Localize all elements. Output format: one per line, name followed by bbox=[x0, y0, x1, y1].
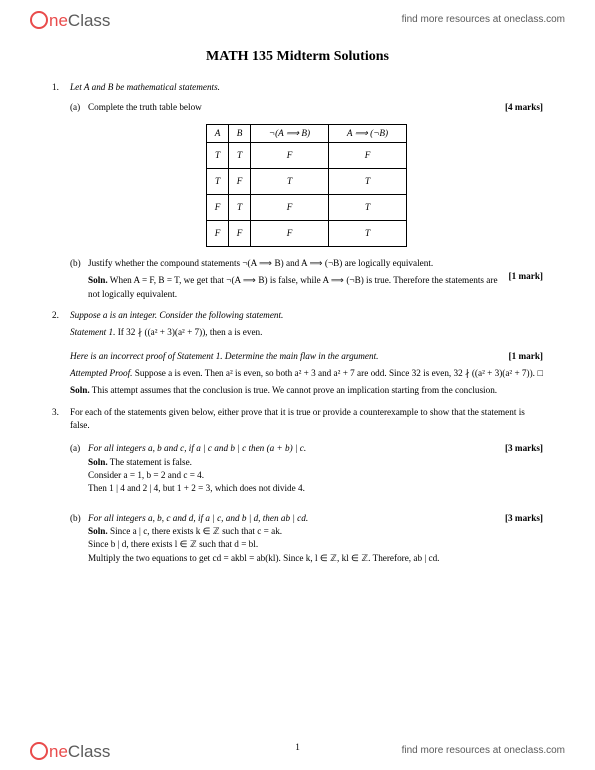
q1-num: 1. bbox=[52, 81, 70, 301]
stmt-label: Statement 1. bbox=[70, 327, 115, 337]
q2-stmt-text: If 32 ∤ ((a² + 3)(a² + 7)), then a is ev… bbox=[115, 327, 262, 337]
logo-text-2: Class bbox=[68, 11, 111, 31]
table-row: F T F T bbox=[207, 194, 407, 220]
q3a-l1: The statement is false. bbox=[108, 457, 192, 467]
q3b-l3: Multiply the two equations to get cd = a… bbox=[88, 552, 543, 565]
q1b-marks: [1 mark] bbox=[509, 270, 543, 283]
q2-intro-text: Suppose a is an integer. Consider the fo… bbox=[70, 310, 283, 320]
q1a-text: Complete the truth table below bbox=[88, 102, 202, 112]
q1b-label: (b) bbox=[70, 257, 88, 301]
cell: F bbox=[251, 194, 329, 220]
cell: F bbox=[207, 194, 229, 220]
cell: T bbox=[329, 194, 407, 220]
q3a-l3: Then 1 | 4 and 2 | 4, but 1 + 2 = 3, whi… bbox=[88, 482, 543, 495]
q3a: (a) [3 marks] For all integers a, b and … bbox=[70, 442, 543, 495]
brand-logo: neClass bbox=[30, 8, 110, 31]
q2-marks: [1 mark] bbox=[509, 350, 543, 363]
soln-label: Soln. bbox=[88, 526, 108, 536]
q3: 3. For each of the statements given belo… bbox=[52, 406, 543, 565]
q1a: (a) [4 marks] Complete the truth table b… bbox=[70, 101, 543, 114]
footer-link[interactable]: find more resources at oneclass.com bbox=[402, 745, 565, 756]
table-row: T F T T bbox=[207, 168, 407, 194]
q3-intro: For each of the statements given below, … bbox=[70, 406, 543, 433]
logo-text-1: ne bbox=[49, 11, 68, 31]
q3-num: 3. bbox=[52, 406, 70, 565]
q2-num: 2. bbox=[52, 309, 70, 398]
q1-intro: Let A and B be mathematical statements. bbox=[70, 81, 543, 94]
q3b-marks: [3 marks] bbox=[505, 512, 543, 525]
cell: T bbox=[329, 168, 407, 194]
q3b-label: (b) bbox=[70, 512, 88, 565]
cell: T bbox=[329, 220, 407, 246]
q1b-soln-text: When A = F, B = T, we get that ¬(A ⟹ B) … bbox=[88, 275, 498, 298]
q3a-l2: Consider a = 1, b = 2 and c = 4. bbox=[88, 469, 543, 482]
q1a-marks: [4 marks] bbox=[505, 101, 543, 114]
soln-label: Soln. bbox=[70, 385, 90, 395]
logo-circle-icon bbox=[30, 742, 48, 760]
cell: T bbox=[251, 168, 329, 194]
cell: T bbox=[229, 194, 251, 220]
tombstone-icon: □ bbox=[537, 367, 543, 380]
proof-label: Attempted Proof. bbox=[70, 368, 132, 378]
bottom-footer: neClass find more resources at oneclass.… bbox=[0, 739, 595, 762]
q3a-marks: [3 marks] bbox=[505, 442, 543, 455]
q2-flaw-intro: Here is an incorrect proof of Statement … bbox=[70, 351, 378, 361]
brand-logo-footer: neClass bbox=[30, 739, 110, 762]
th-col4: A ⟹ (¬B) bbox=[329, 124, 407, 142]
header-link[interactable]: find more resources at oneclass.com bbox=[402, 14, 565, 25]
q3b-l1: Since a | c, there exists k ∈ ℤ such tha… bbox=[108, 526, 282, 536]
th-A: A bbox=[207, 124, 229, 142]
cell: T bbox=[207, 142, 229, 168]
cell: F bbox=[229, 220, 251, 246]
logo-text-2: Class bbox=[68, 742, 111, 762]
q1b-soln: Soln. When A = F, B = T, we get that ¬(A… bbox=[88, 274, 543, 301]
q2-soln-text: This attempt assumes that the conclusion… bbox=[90, 385, 497, 395]
table-row: F F F T bbox=[207, 220, 407, 246]
cell: F bbox=[207, 220, 229, 246]
q2: 2. Suppose a is an integer. Consider the… bbox=[52, 309, 543, 398]
table-row: T T F F bbox=[207, 142, 407, 168]
q2-soln: Soln. This attempt assumes that the conc… bbox=[70, 384, 543, 397]
soln-label: Soln. bbox=[88, 275, 108, 285]
q2-flaw-line: [1 mark] Here is an incorrect proof of S… bbox=[70, 350, 543, 363]
q2-statement: Statement 1. If 32 ∤ ((a² + 3)(a² + 7)),… bbox=[70, 326, 543, 339]
page-body: MATH 135 Midterm Solutions 1. Let A and … bbox=[0, 37, 595, 565]
logo-text-1: ne bbox=[49, 742, 68, 762]
doc-title: MATH 135 Midterm Solutions bbox=[52, 47, 543, 67]
q1: 1. Let A and B be mathematical statement… bbox=[52, 81, 543, 301]
q2-proof-text: Suppose a is even. Then a² is even, so b… bbox=[132, 368, 535, 378]
q2-proof: □ Attempted Proof. Suppose a is even. Th… bbox=[70, 367, 543, 380]
q3a-soln: Soln. The statement is false. bbox=[88, 456, 543, 469]
th-B: B bbox=[229, 124, 251, 142]
q1b-text: Justify whether the compound statements … bbox=[88, 257, 543, 270]
cell: T bbox=[229, 142, 251, 168]
q3b-text: For all integers a, b, c and d, if a | c… bbox=[88, 513, 308, 523]
q3b-soln: Soln. Since a | c, there exists k ∈ ℤ su… bbox=[88, 525, 543, 538]
q3a-text: For all integers a, b and c, if a | c an… bbox=[88, 443, 306, 453]
soln-label: Soln. bbox=[88, 457, 108, 467]
top-header: neClass find more resources at oneclass.… bbox=[0, 0, 595, 37]
q2-intro: Suppose a is an integer. Consider the fo… bbox=[70, 309, 543, 322]
q1b: (b) Justify whether the compound stateme… bbox=[70, 257, 543, 301]
q3b: (b) [3 marks] For all integers a, b, c a… bbox=[70, 512, 543, 565]
truth-table: A B ¬(A ⟹ B) A ⟹ (¬B) T T F F T F T T bbox=[206, 124, 407, 247]
th-col3: ¬(A ⟹ B) bbox=[251, 124, 329, 142]
cell: T bbox=[207, 168, 229, 194]
q3b-l2: Since b | d, there exists l ∈ ℤ such tha… bbox=[88, 538, 543, 551]
cell: F bbox=[251, 220, 329, 246]
cell: F bbox=[329, 142, 407, 168]
cell: F bbox=[251, 142, 329, 168]
cell: F bbox=[229, 168, 251, 194]
q3a-label: (a) bbox=[70, 442, 88, 495]
q1a-label: (a) bbox=[70, 101, 88, 114]
q1-intro-text: Let A and B be mathematical statements. bbox=[70, 82, 220, 92]
logo-circle-icon bbox=[30, 11, 48, 29]
